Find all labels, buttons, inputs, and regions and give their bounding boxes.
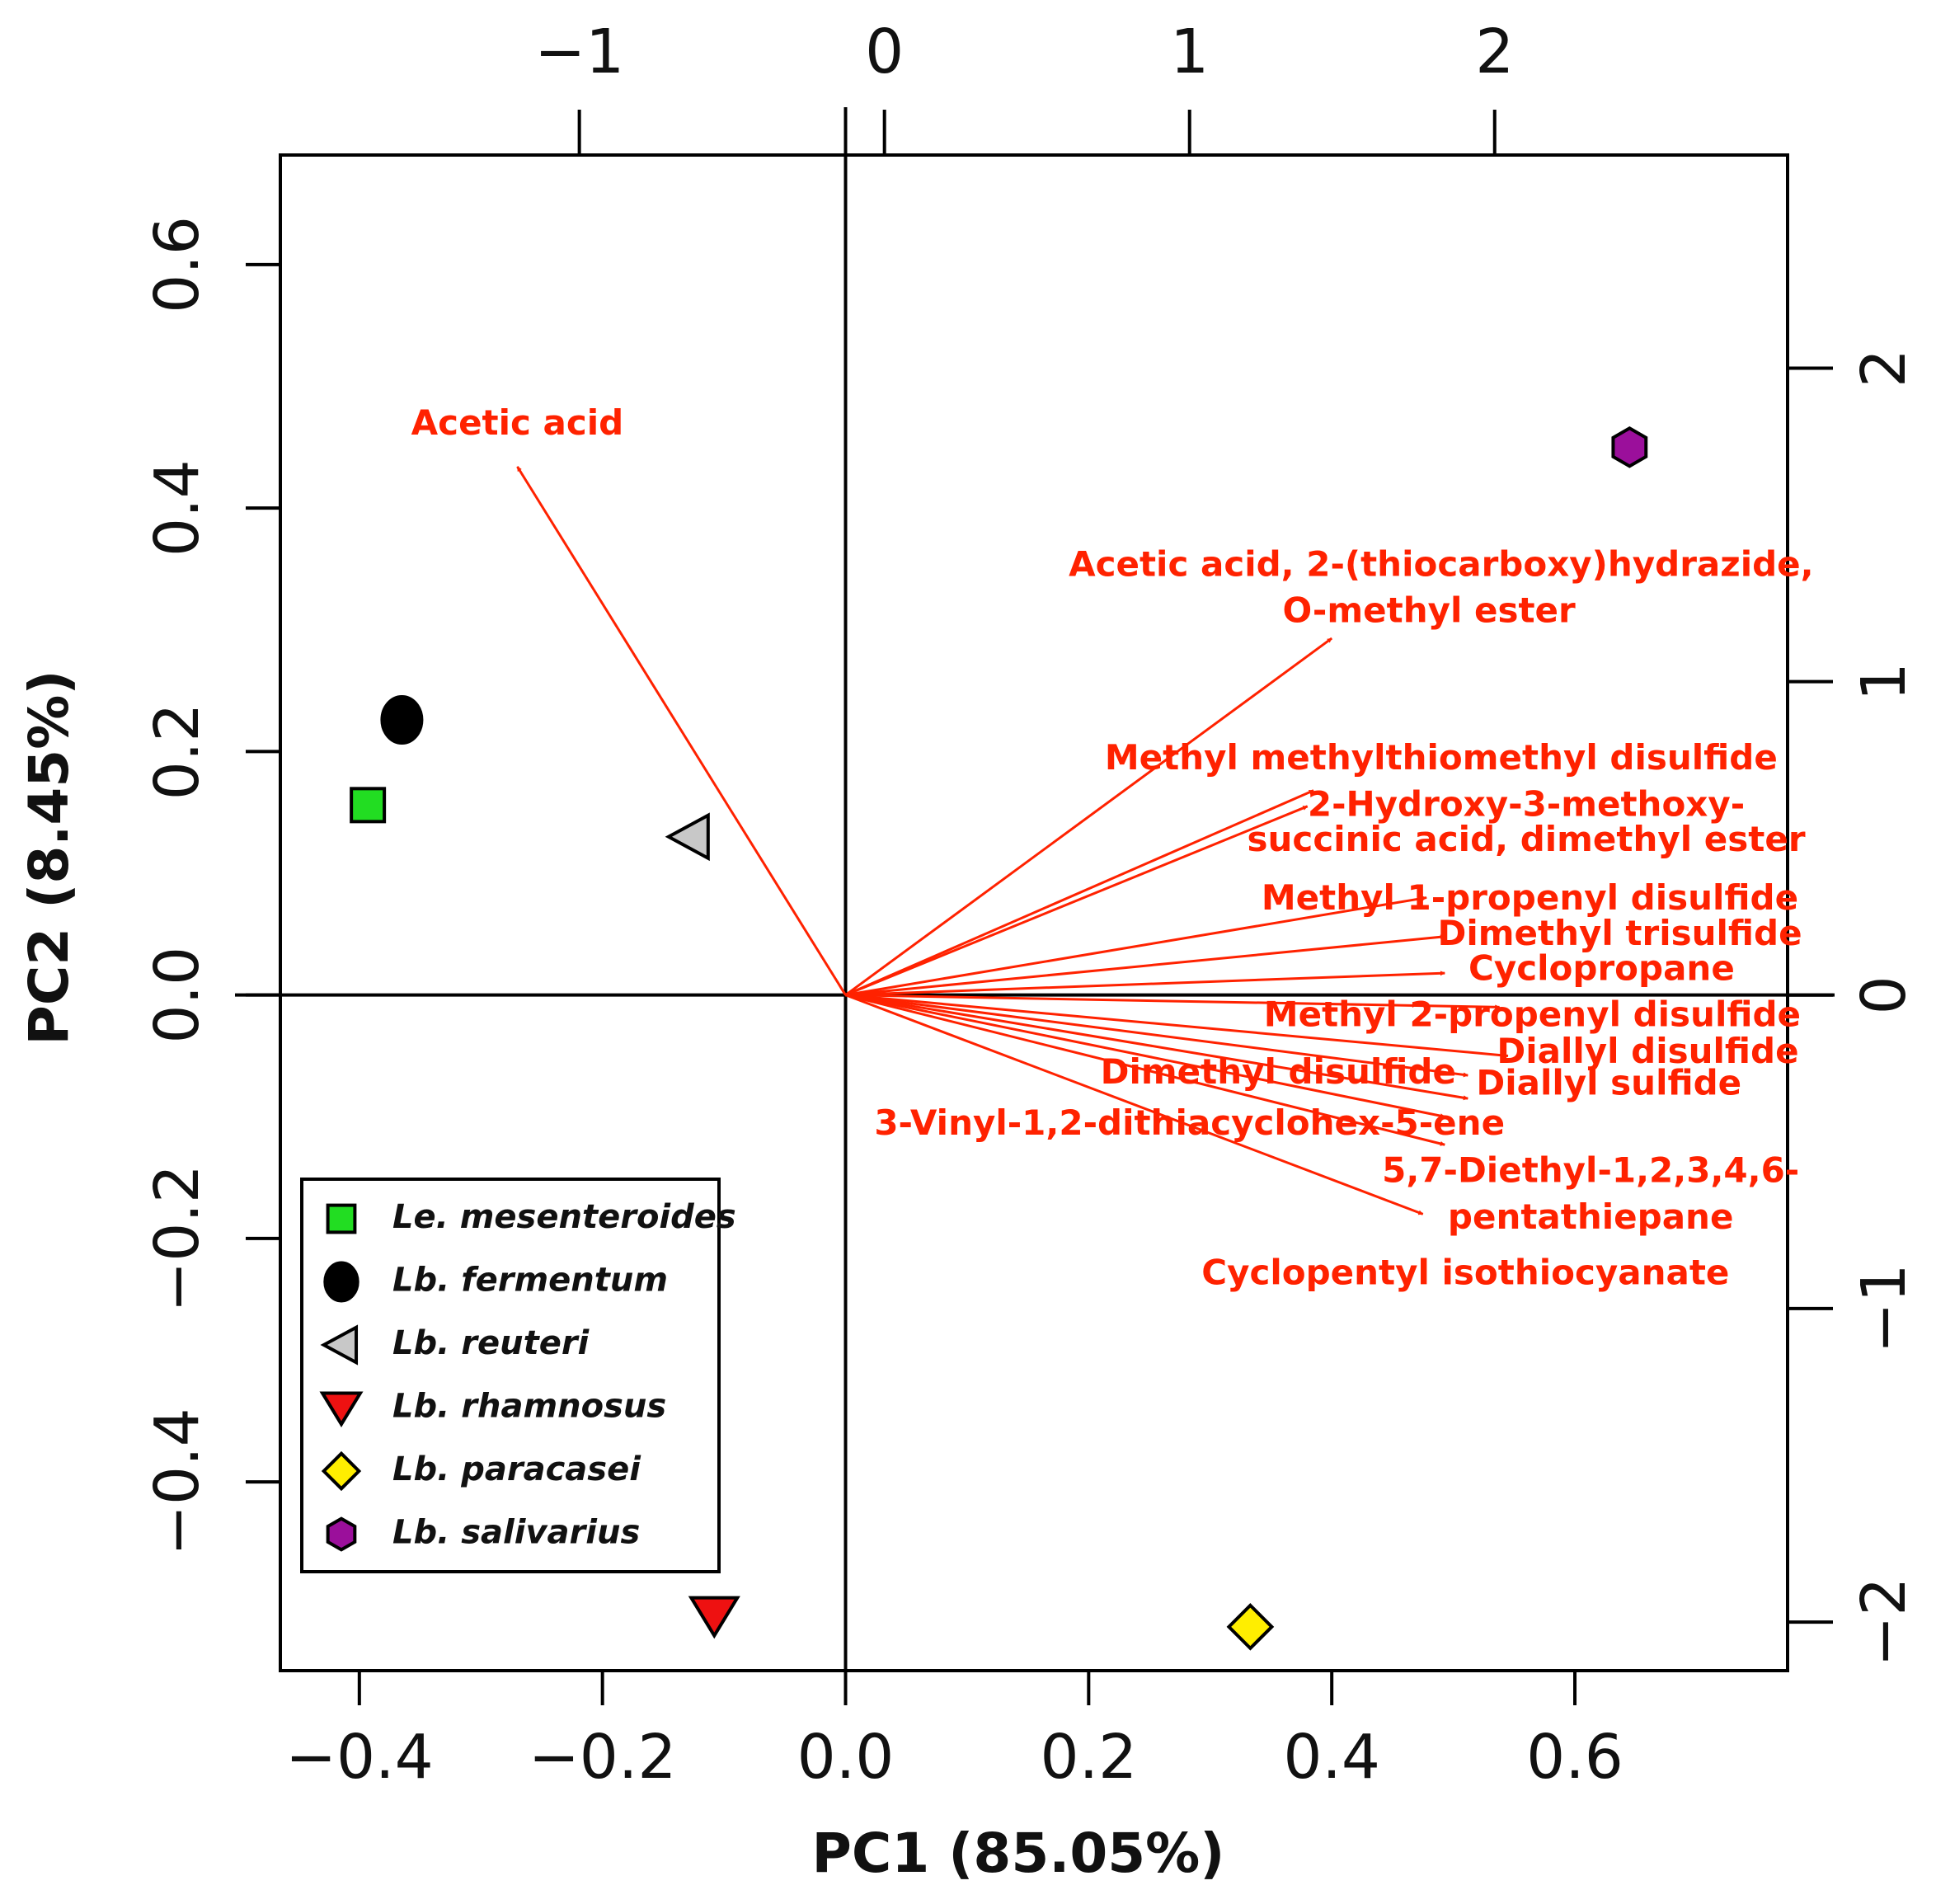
loading-arrow xyxy=(844,805,1309,997)
loading-label: pentathiepane xyxy=(1448,1196,1734,1237)
x-tick-label: −0.4 xyxy=(285,1722,434,1793)
legend-marker xyxy=(320,1324,359,1366)
loading-label: Cyclopentyl isothiocyanate xyxy=(1201,1253,1729,1293)
legend-entry: Le. mesenteroides xyxy=(392,1198,736,1236)
loading-label: Acetic acid xyxy=(411,402,624,443)
legend-marker xyxy=(319,1391,364,1428)
legend-marker xyxy=(323,1261,359,1303)
loading-label: Cyclopropane xyxy=(1468,948,1735,989)
legend-marker xyxy=(321,1450,362,1492)
loading-arrow xyxy=(845,994,1509,1058)
loading-arrow xyxy=(845,971,1445,997)
point-lb-paracasei xyxy=(1226,1603,1275,1651)
loading-labels: Acetic acid Acetic acid, 2-(thiocarboxy)h… xyxy=(411,402,1814,1292)
point-lb-rhamnosus xyxy=(688,1596,740,1639)
legend-marker xyxy=(326,1203,357,1234)
legend-box xyxy=(300,1178,721,1573)
top-tick-label: 2 xyxy=(1475,16,1514,87)
loading-label: O-methyl ester xyxy=(1282,590,1576,631)
right-tick-label: −1 xyxy=(1849,1263,1920,1353)
loading-label: Methyl methylthiomethyl disulfide xyxy=(1105,737,1778,778)
legend-entry: Lb. salivarius xyxy=(392,1514,640,1552)
loading-label: Dimethyl disulfide xyxy=(1101,1051,1456,1092)
score-points xyxy=(350,426,1648,1651)
loading-arrow xyxy=(845,994,1501,1010)
right-tick-label: −2 xyxy=(1849,1577,1920,1667)
y-tick-label: −0.4 xyxy=(142,1408,213,1556)
loading-label: succinic acid, dimethyl ester xyxy=(1248,819,1806,859)
top-tick-label: 0 xyxy=(865,16,904,87)
top-tick-label: −1 xyxy=(534,16,624,87)
legend-entry: Lb. fermentum xyxy=(392,1262,668,1300)
loading-label: 3-Vinyl-1,2-dithiacyclohex-5-ene xyxy=(874,1102,1505,1143)
loading-arrow xyxy=(845,934,1445,997)
point-lb-salivarius xyxy=(1611,426,1648,468)
right-tick-label: 0 xyxy=(1849,976,1920,1014)
y-tick-label: 0.0 xyxy=(142,947,213,1044)
legend-marker xyxy=(326,1516,357,1552)
right-tick-label: 1 xyxy=(1849,662,1920,701)
right-tick-label: 2 xyxy=(1849,349,1920,388)
loading-label: 2-Hydroxy-3-methoxy- xyxy=(1308,783,1745,824)
x-tick-label: −0.2 xyxy=(529,1722,677,1793)
point-lb-fermentum xyxy=(380,695,424,745)
plot-frame xyxy=(279,153,1789,1672)
x-tick-label: 0.6 xyxy=(1526,1722,1624,1793)
loading-arrow xyxy=(844,789,1314,997)
loading-arrow xyxy=(516,466,847,996)
axes-layer: −0.4 −0.2 0.0 0.2 0.4 0.6 −0.4 −0.2 0.0 0.2 0.4 0.6… xyxy=(17,16,1920,1885)
loading-arrows xyxy=(516,466,1509,1215)
legend-entry: Lb. rhamnosus xyxy=(392,1388,666,1426)
x-axis-title: PC1 (85.05%) xyxy=(812,1822,1225,1885)
loading-label: Methyl 1-propenyl disulfide xyxy=(1262,877,1798,918)
point-lb-reuteri xyxy=(665,812,710,862)
y-axis-title: PC2 (8.45%) xyxy=(17,670,81,1045)
loading-arrow xyxy=(845,994,1445,1119)
legend: Le. mesenteroides Lb. fermentum Lb. reuter… xyxy=(300,1178,736,1573)
x-tick-label: 0.2 xyxy=(1040,1722,1137,1793)
loading-arrow xyxy=(844,994,1424,1215)
x-tick-label: 0.4 xyxy=(1283,1722,1380,1793)
legend-entry: Lb. paracasei xyxy=(392,1450,641,1488)
loading-arrow xyxy=(844,637,1333,996)
loading-label: 5,7-Diethyl-1,2,3,4,6- xyxy=(1382,1150,1799,1191)
loading-label: Acetic acid, 2-(thiocarboxy)hydrazide, xyxy=(1069,543,1814,584)
point-le-mesenteroides xyxy=(350,787,387,824)
y-tick-label: −0.2 xyxy=(142,1164,213,1313)
x-tick-label: 0.0 xyxy=(797,1722,895,1793)
loading-arrow xyxy=(845,994,1468,1078)
loading-label: Diallyl sulfide xyxy=(1476,1062,1741,1102)
legend-entry: Lb. reuteri xyxy=(392,1324,590,1362)
loading-arrow xyxy=(845,994,1445,1146)
loading-arrow xyxy=(845,994,1468,1101)
loading-label: Diallyl disulfide xyxy=(1497,1031,1798,1071)
loading-label: Dimethyl trisulfide xyxy=(1438,913,1802,953)
y-tick-label: 0.4 xyxy=(142,459,213,557)
top-tick-label: 1 xyxy=(1170,16,1209,87)
loading-label: Methyl 2-propenyl disulfide xyxy=(1264,994,1801,1035)
y-tick-label: 0.2 xyxy=(142,703,213,801)
y-tick-label: 0.6 xyxy=(142,216,213,313)
loading-arrow xyxy=(845,896,1427,997)
